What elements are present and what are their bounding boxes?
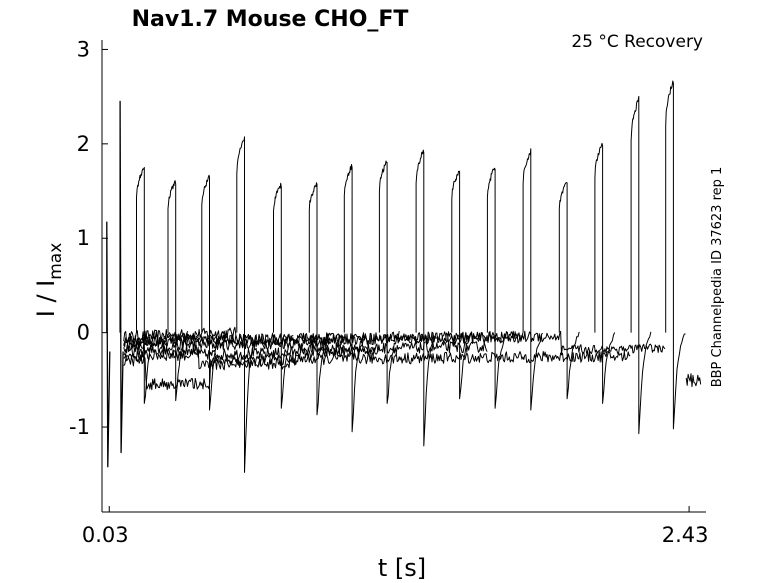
chart-title: Nav1.7 Mouse CHO_FT (132, 7, 409, 32)
recovery-pulse (415, 149, 437, 447)
recovery-pulse (201, 174, 223, 411)
recovery-pulse (451, 170, 472, 400)
traces-group (106, 80, 702, 473)
x-tick-label: 2.43 (662, 523, 709, 547)
recovery-pulse (167, 180, 189, 402)
tail-trace (685, 373, 702, 388)
baseline-sweep (123, 350, 631, 391)
y-axis-label-subscript: max (46, 243, 66, 280)
recovery-pulse (273, 182, 294, 409)
recovery-pulse (630, 95, 652, 435)
recovery-pulse (236, 136, 257, 473)
y-axis-label: I / I (32, 280, 60, 318)
svg-text:I / Imax: I / Imax (32, 243, 66, 318)
baseline-sweep (123, 336, 345, 353)
recovery-pulse (378, 160, 400, 404)
y-tick-label: -1 (69, 415, 90, 439)
recovery-pulse (308, 182, 330, 416)
recovery-pulse (594, 142, 616, 404)
x-axis-label: t [s] (378, 554, 426, 582)
recovery-pulse (522, 148, 544, 411)
recovery-pulse (665, 80, 686, 430)
initial-spike (119, 100, 124, 454)
recovery-pulse (486, 167, 508, 409)
baseline-sweep (123, 341, 488, 371)
baseline-sweep (123, 331, 524, 348)
axes-group: -1 0 1 2 3 0.03 2.43 (69, 37, 708, 547)
y-axis-label-group: I / Imax (32, 243, 66, 318)
recovery-pulse (136, 167, 157, 404)
y-tick-label: 0 (77, 321, 90, 345)
chart-annotation: 25 °C Recovery (571, 32, 703, 52)
y-tick-label: 3 (77, 37, 90, 61)
y-tick-label: 2 (77, 132, 90, 156)
side-label: BBP Channelpedia ID 37623 rep 1 (710, 167, 725, 388)
x-tick-label: 0.03 (82, 523, 129, 547)
recovery-pulse (558, 182, 580, 400)
recovery-pulse (343, 164, 365, 433)
y-tick-label: 1 (77, 226, 90, 250)
initial-spike (106, 221, 111, 468)
